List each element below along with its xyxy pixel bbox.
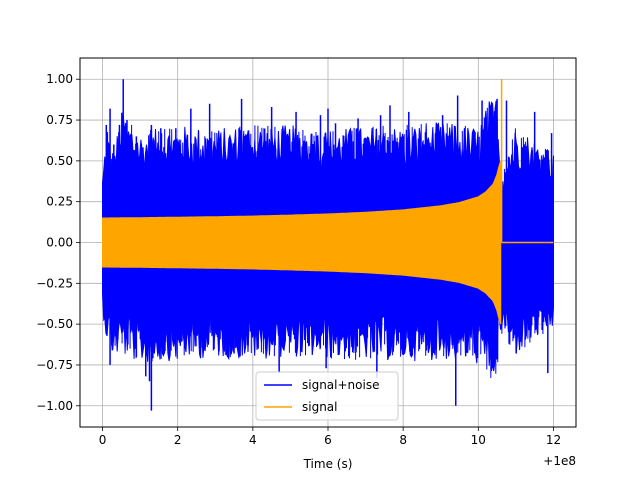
y-axis-ticks: −1.00 −0.75 −0.50 −0.25 0.00 0.25 0.50 0.75 1.00 [36, 72, 80, 413]
y-tick-label: −0.25 [36, 276, 73, 290]
x-tick-label: 12 [546, 433, 561, 447]
x-axis-offset-label: +1e8 [543, 454, 576, 468]
y-tick-label: 0.25 [46, 195, 73, 209]
series-signal [102, 79, 554, 325]
y-tick-label: −0.50 [36, 317, 73, 331]
x-tick-label: 8 [399, 433, 407, 447]
x-axis-ticks: 0 2 4 6 8 10 12 [99, 427, 561, 447]
y-tick-label: 0.75 [46, 113, 73, 127]
legend-box [255, 371, 399, 421]
y-tick-label: −0.75 [36, 358, 73, 372]
y-tick-label: −1.00 [36, 399, 73, 413]
legend-label-signal-noise: signal+noise [302, 378, 379, 392]
x-tick-label: 6 [324, 433, 332, 447]
y-tick-label: 1.00 [46, 72, 73, 86]
y-tick-label: 0.00 [46, 236, 73, 250]
x-tick-label: 0 [99, 433, 107, 447]
x-tick-label: 10 [471, 433, 486, 447]
y-tick-label: 0.50 [46, 154, 73, 168]
legend: signal+noise signal [255, 371, 399, 421]
x-tick-label: 4 [249, 433, 257, 447]
x-axis-label: Time (s) [303, 457, 353, 471]
series-layer [102, 79, 554, 411]
legend-label-signal: signal [302, 400, 338, 414]
x-tick-label: 2 [174, 433, 182, 447]
signal-band [102, 160, 502, 325]
